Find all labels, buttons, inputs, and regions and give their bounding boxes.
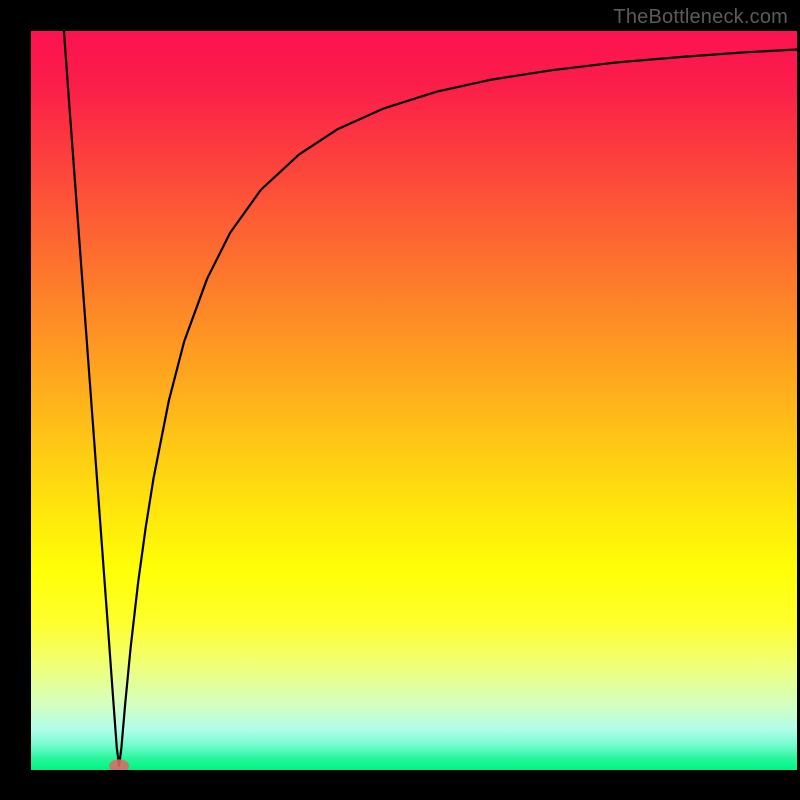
chart-container: TheBottleneck.com <box>0 0 800 800</box>
watermark-text: TheBottleneck.com <box>613 6 788 29</box>
plot-area <box>31 31 797 770</box>
curve-svg <box>31 31 797 770</box>
min-marker <box>109 759 129 770</box>
curve-path <box>64 31 797 766</box>
plot-frame <box>31 31 797 770</box>
